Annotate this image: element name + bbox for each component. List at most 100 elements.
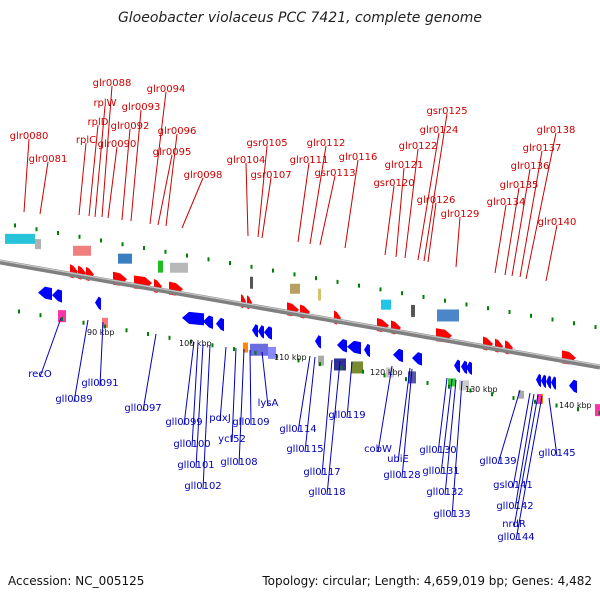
gene-label[interactable]: gll0089 bbox=[55, 394, 92, 405]
gene-label[interactable]: gll0128 bbox=[383, 470, 420, 481]
tick-mark bbox=[18, 309, 20, 314]
gene-label[interactable]: gsr0105 bbox=[246, 138, 287, 149]
gene-label[interactable]: glr0096 bbox=[158, 126, 197, 137]
gene-leader-line bbox=[191, 342, 199, 448]
tick-mark bbox=[82, 320, 85, 325]
gene-leader-line bbox=[257, 145, 268, 238]
gene-label[interactable]: glr0116 bbox=[339, 152, 378, 163]
gene-label[interactable]: glr0122 bbox=[399, 141, 438, 152]
gene-label[interactable]: glr0111 bbox=[290, 155, 329, 166]
gene-label[interactable]: gll0097 bbox=[124, 403, 161, 414]
reverse-gene-arrow bbox=[541, 374, 546, 389]
gene-label[interactable]: glr0129 bbox=[441, 209, 480, 220]
gene-leader-line bbox=[514, 393, 535, 510]
gene-label[interactable]: rplD bbox=[88, 117, 109, 128]
gene-leader-line bbox=[94, 105, 106, 218]
gene-label[interactable]: glr0124 bbox=[420, 125, 459, 136]
gene-label[interactable]: rplC bbox=[76, 135, 96, 146]
tick-mark bbox=[254, 350, 257, 355]
tick-mark bbox=[207, 257, 210, 262]
reverse-gene-arrow bbox=[264, 326, 272, 340]
gene-label[interactable]: glr0081 bbox=[29, 154, 68, 165]
gene-leader-line bbox=[512, 392, 531, 489]
gene-label[interactable]: gll0131 bbox=[422, 466, 459, 477]
gene-label[interactable]: glr0092 bbox=[111, 121, 150, 132]
reverse-gene-arrow bbox=[203, 315, 213, 330]
gene-label[interactable]: gll0115 bbox=[286, 444, 323, 455]
gene-label[interactable]: gll0108 bbox=[220, 457, 257, 468]
tick-mark bbox=[444, 298, 446, 303]
gene-label[interactable]: glr0134 bbox=[487, 197, 526, 208]
gene-leader-line bbox=[261, 177, 272, 239]
reverse-gene-arrow bbox=[536, 373, 541, 388]
gene-label[interactable]: gll0102 bbox=[184, 481, 221, 492]
backbone-layer bbox=[0, 259, 600, 370]
gene-label[interactable]: gsr0107 bbox=[250, 170, 291, 181]
gene-label[interactable]: gll0139 bbox=[479, 456, 516, 467]
gene-leader-line bbox=[515, 395, 543, 541]
gene-leader-line bbox=[304, 356, 316, 453]
gene-label[interactable]: gll0119 bbox=[328, 410, 365, 421]
gene-label[interactable]: glr0093 bbox=[122, 102, 161, 113]
gene-label[interactable]: gsr0113 bbox=[314, 168, 355, 179]
gene-label[interactable]: gll0091 bbox=[81, 378, 118, 389]
gene-label[interactable]: glr0126 bbox=[417, 195, 456, 206]
tick-mark bbox=[164, 249, 167, 254]
gene-label[interactable]: gll0099 bbox=[165, 417, 202, 428]
reverse-gene-arrow bbox=[52, 289, 62, 303]
gene-label[interactable]: gll0114 bbox=[279, 424, 316, 435]
gene-leader-line bbox=[157, 154, 173, 226]
gene-leader-line bbox=[99, 321, 104, 387]
gene-label[interactable]: ubiE bbox=[387, 454, 409, 465]
gene-label[interactable]: gll0117 bbox=[303, 467, 340, 478]
gene-label[interactable]: glr0080 bbox=[10, 131, 49, 142]
gene-label[interactable]: gll0144 bbox=[497, 532, 534, 543]
reverse-feature-block bbox=[58, 310, 66, 323]
gene-label[interactable]: cobW bbox=[364, 444, 392, 455]
tick-mark bbox=[35, 227, 38, 232]
gene-label[interactable]: recO bbox=[28, 369, 52, 380]
gene-label[interactable]: gll0100 bbox=[173, 439, 210, 450]
gene-label[interactable]: glr0135 bbox=[500, 180, 539, 191]
gene-label[interactable]: gll0132 bbox=[426, 487, 463, 498]
gene-label[interactable]: glr0137 bbox=[523, 143, 562, 154]
gene-label[interactable]: gll0145 bbox=[538, 448, 575, 459]
tick-mark bbox=[491, 392, 493, 397]
gene-leader-line bbox=[121, 128, 131, 221]
gene-label[interactable]: glr0138 bbox=[537, 125, 576, 136]
reverse-feature-block bbox=[537, 393, 542, 404]
gene-label[interactable]: gll0109 bbox=[232, 417, 269, 428]
gene-leader-line bbox=[319, 175, 336, 246]
gene-label[interactable]: pdxJ bbox=[209, 413, 231, 424]
gene-label[interactable]: gll0101 bbox=[177, 460, 214, 471]
gene-label[interactable]: gll0118 bbox=[308, 487, 345, 498]
gene-label[interactable]: ycf52 bbox=[218, 434, 246, 445]
gene-leader-line bbox=[513, 394, 539, 528]
gene-label[interactable]: rplW bbox=[93, 98, 116, 109]
gene-label[interactable]: glr0095 bbox=[153, 147, 192, 158]
reverse-feature-block bbox=[518, 390, 524, 399]
gene-label[interactable]: glr0088 bbox=[93, 78, 132, 89]
gene-label[interactable]: lysA bbox=[258, 398, 279, 409]
gene-label[interactable]: nrdR bbox=[502, 519, 526, 530]
gene-leader-line bbox=[219, 346, 227, 422]
gene-label[interactable]: gsl0141 bbox=[493, 480, 533, 491]
gene-leader-line bbox=[23, 138, 30, 213]
gene-label[interactable]: gsr0125 bbox=[426, 106, 467, 117]
gene-label[interactable]: glr0140 bbox=[538, 217, 577, 228]
gene-leader-line bbox=[297, 162, 310, 243]
gene-label[interactable]: gsr0120 bbox=[373, 178, 414, 189]
gene-label[interactable]: glr0104 bbox=[227, 155, 266, 166]
gene-label[interactable]: glr0090 bbox=[98, 139, 137, 150]
gene-label[interactable]: gll0142 bbox=[496, 501, 533, 512]
gene-label[interactable]: gll0133 bbox=[433, 509, 470, 520]
scale-tick-label: 140 kbp bbox=[559, 401, 592, 410]
gene-leader-line bbox=[165, 133, 178, 227]
gene-label[interactable]: glr0094 bbox=[147, 84, 186, 95]
gene-label[interactable]: gll0130 bbox=[419, 445, 456, 456]
gene-label[interactable]: glr0098 bbox=[184, 170, 223, 181]
gene-label[interactable]: glr0121 bbox=[385, 160, 424, 171]
gene-label[interactable]: glr0112 bbox=[307, 138, 346, 149]
gene-label[interactable]: glr0136 bbox=[511, 161, 550, 172]
